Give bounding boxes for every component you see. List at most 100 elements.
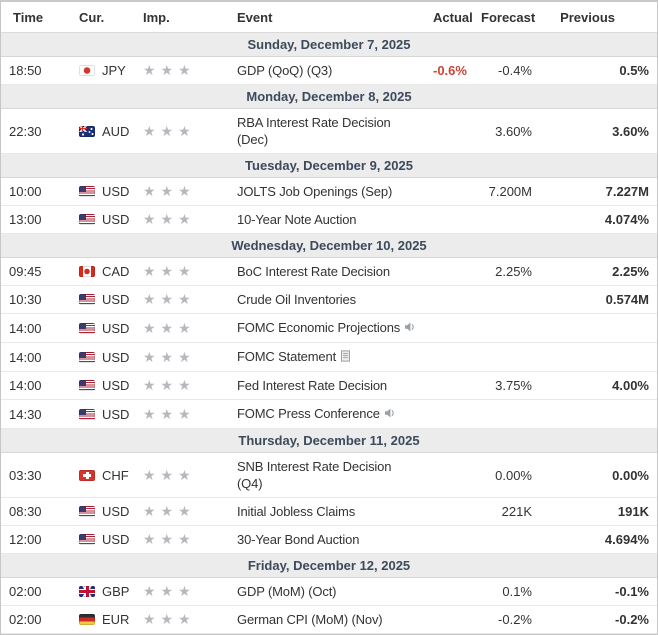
event-previous-value: 2.25% [540, 257, 657, 286]
event-importance: ★★★ [135, 257, 229, 286]
event-actual-value [425, 285, 473, 314]
event-row[interactable]: 02:00 GBP ★★★ GDP (MoM) (Oct) 0.1% -0.1% [1, 577, 657, 606]
event-link[interactable]: GDP (QoQ) (Q3) [237, 63, 333, 78]
event-forecast-value: 221K [473, 497, 540, 526]
event-time: 03:30 [1, 452, 71, 498]
currency-code: EUR [102, 612, 130, 627]
event-row[interactable]: 22:30 AUD ★★★ RBA Interest Rate Decision… [1, 108, 657, 154]
currency-flag-icon [79, 614, 95, 625]
importance-stars-icon: ★★★ [143, 291, 196, 307]
event-link[interactable]: FOMC Statement [237, 349, 337, 364]
event-forecast-value: 3.75% [473, 371, 540, 400]
event-importance: ★★★ [135, 371, 229, 400]
event-previous-value: -0.2% [540, 605, 657, 634]
column-header-forecast: Forecast [473, 2, 540, 33]
event-row[interactable]: 14:00 USD ★★★ Fed Interest Rate Decision… [1, 371, 657, 400]
event-link[interactable]: Initial Jobless Claims [237, 504, 356, 519]
currency-code: USD [102, 532, 130, 547]
event-previous-value [540, 313, 657, 343]
event-link[interactable]: 30-Year Bond Auction [237, 532, 360, 547]
event-importance: ★★★ [135, 205, 229, 234]
event-forecast-value [473, 525, 540, 554]
event-forecast-value: 3.60% [473, 108, 540, 154]
event-link[interactable]: Fed Interest Rate Decision [237, 378, 388, 393]
importance-stars-icon: ★★★ [143, 503, 196, 519]
currency-code: USD [102, 378, 130, 393]
event-actual-value [425, 525, 473, 554]
event-row[interactable]: 14:00 USD ★★★ FOMC Economic Projections [1, 313, 657, 343]
event-time: 14:00 [1, 313, 71, 343]
event-row[interactable]: 10:00 USD ★★★ JOLTS Job Openings (Sep) 7… [1, 177, 657, 206]
event-importance: ★★★ [135, 452, 229, 498]
currency-code: AUD [102, 123, 130, 139]
event-link[interactable]: RBA Interest Rate Decision (Dec) [237, 115, 391, 147]
currency-flag-icon [79, 408, 95, 420]
event-row[interactable]: 10:30 USD ★★★ Crude Oil Inventories 0.57… [1, 285, 657, 314]
currency-code: USD [102, 406, 130, 422]
currency-flag-icon [79, 322, 95, 334]
event-name-cell: RBA Interest Rate Decision (Dec) [229, 108, 425, 154]
event-forecast-value: 7.200M [473, 177, 540, 206]
event-time: 02:00 [1, 605, 71, 634]
event-link[interactable]: JOLTS Job Openings (Sep) [237, 184, 393, 199]
event-currency: CAD [71, 257, 135, 286]
event-name-cell: Fed Interest Rate Decision [229, 371, 425, 400]
event-row[interactable]: 14:00 USD ★★★ FOMC Statement [1, 342, 657, 372]
event-currency: GBP [71, 577, 135, 606]
event-row[interactable]: 03:30 CHF ★★★ SNB Interest Rate Decision… [1, 452, 657, 498]
event-row[interactable]: 14:30 USD ★★★ FOMC Press Conference [1, 399, 657, 429]
event-importance: ★★★ [135, 177, 229, 206]
currency-flag-icon [79, 266, 95, 277]
event-link[interactable]: FOMC Economic Projections [237, 320, 401, 335]
event-name-cell: FOMC Statement [229, 342, 425, 372]
event-time: 14:00 [1, 371, 71, 400]
event-link[interactable]: Crude Oil Inventories [237, 292, 356, 307]
event-link[interactable]: German CPI (MoM) (Nov) [237, 612, 383, 627]
event-importance: ★★★ [135, 399, 229, 429]
day-header-label: Wednesday, December 10, 2025 [1, 233, 657, 258]
day-header-label: Sunday, December 7, 2025 [1, 32, 657, 57]
event-currency: USD [71, 342, 135, 372]
day-header-row: Wednesday, December 10, 2025 [1, 233, 657, 258]
event-currency: USD [71, 285, 135, 314]
day-header-row: Monday, December 8, 2025 [1, 84, 657, 109]
currency-code: USD [102, 184, 130, 199]
event-link[interactable]: GDP (MoM) (Oct) [237, 584, 337, 599]
event-actual-value [425, 177, 473, 206]
importance-stars-icon: ★★★ [143, 377, 196, 393]
importance-stars-icon: ★★★ [143, 531, 196, 547]
event-previous-value: 7.227M [540, 177, 657, 206]
currency-flag-icon [79, 506, 95, 517]
event-link[interactable]: 10-Year Note Auction [237, 212, 357, 227]
event-actual-value [425, 452, 473, 498]
event-time: 10:00 [1, 177, 71, 206]
currency-flag-icon [79, 125, 95, 137]
event-time: 02:00 [1, 577, 71, 606]
event-time: 09:45 [1, 257, 71, 286]
event-actual-value [425, 371, 473, 400]
event-name-cell: BoC Interest Rate Decision [229, 257, 425, 286]
event-forecast-value: -0.2% [473, 605, 540, 634]
event-row[interactable]: 02:00 EUR ★★★ German CPI (MoM) (Nov) -0.… [1, 605, 657, 634]
currency-code: JPY [102, 63, 126, 78]
event-row[interactable]: 18:50 JPY ★★★ GDP (QoQ) (Q3) -0.6% -0.4%… [1, 56, 657, 85]
column-header-actual: Actual [425, 2, 473, 33]
event-link[interactable]: SNB Interest Rate Decision (Q4) [237, 459, 392, 491]
event-forecast-value [473, 313, 540, 343]
event-link[interactable]: FOMC Press Conference [237, 406, 380, 421]
event-actual-value [425, 205, 473, 234]
event-row[interactable]: 13:00 USD ★★★ 10-Year Note Auction 4.074… [1, 205, 657, 234]
event-previous-value: 0.574M [540, 285, 657, 314]
event-time: 18:50 [1, 56, 71, 85]
event-importance: ★★★ [135, 285, 229, 314]
event-importance: ★★★ [135, 108, 229, 154]
event-actual-value [425, 342, 473, 372]
currency-code: CHF [102, 467, 129, 483]
event-row[interactable]: 12:00 USD ★★★ 30-Year Bond Auction 4.694… [1, 525, 657, 554]
currency-code: USD [102, 212, 130, 227]
event-row[interactable]: 08:30 USD ★★★ Initial Jobless Claims 221… [1, 497, 657, 526]
event-row[interactable]: 09:45 CAD ★★★ BoC Interest Rate Decision… [1, 257, 657, 286]
event-link[interactable]: BoC Interest Rate Decision [237, 264, 390, 279]
importance-stars-icon: ★★★ [143, 122, 196, 139]
